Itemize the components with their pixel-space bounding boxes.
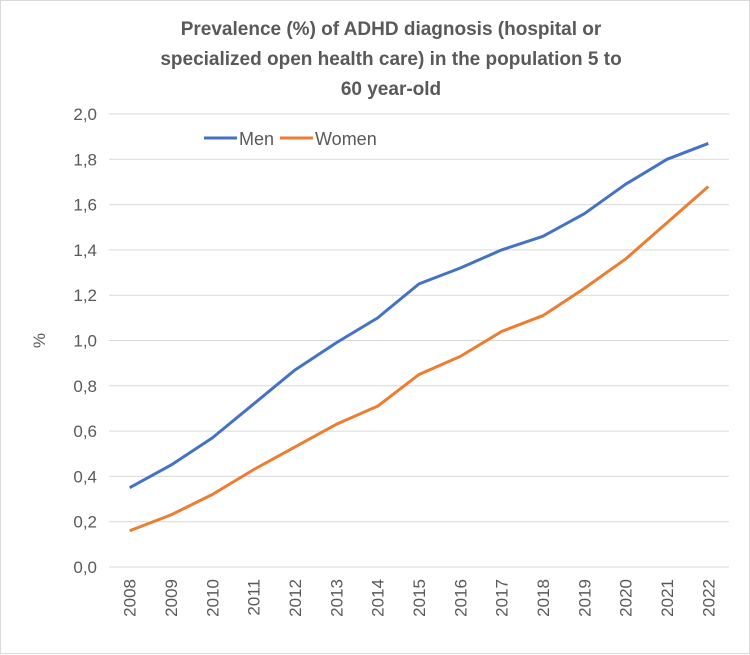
x-tick-label: 2017 <box>493 579 512 617</box>
x-tick-label: 2013 <box>327 579 346 617</box>
x-tick-label: 2012 <box>286 579 305 617</box>
x-tick-label: 2011 <box>245 579 264 616</box>
x-tick-label: 2016 <box>451 579 470 617</box>
y-tick-label: 0,2 <box>73 513 97 532</box>
x-tick-label: 2018 <box>534 579 553 617</box>
y-tick-label: 1,6 <box>73 196 97 215</box>
y-tick-label: 1,8 <box>73 150 97 169</box>
y-tick-label: 0,6 <box>73 422 97 441</box>
y-tick-label: 0,0 <box>73 558 97 577</box>
x-tick-label: 2020 <box>617 579 636 617</box>
y-tick-label: 0,8 <box>73 377 97 396</box>
x-tick-label: 2010 <box>203 579 222 617</box>
y-tick-label: 1,4 <box>73 241 97 260</box>
x-tick-label: 2021 <box>658 579 677 617</box>
legend-label-men: Men <box>239 129 274 149</box>
legend-label-women: Women <box>315 129 377 149</box>
x-tick-label: 2019 <box>575 579 594 617</box>
y-tick-label: 0,4 <box>73 467 97 486</box>
y-tick-label: 2,0 <box>73 105 97 124</box>
series-line-men <box>130 143 709 487</box>
y-tick-label: 1,0 <box>73 332 97 351</box>
x-tick-label: 2015 <box>410 579 429 617</box>
x-tick-label: 2014 <box>369 579 388 617</box>
y-tick-label: 1,2 <box>73 286 97 305</box>
x-tick-label: 2009 <box>162 579 181 617</box>
x-tick-label: 2008 <box>121 579 140 617</box>
x-tick-label: 2022 <box>699 579 718 617</box>
series-line-women <box>130 186 709 530</box>
y-axis-label: % <box>30 333 49 348</box>
